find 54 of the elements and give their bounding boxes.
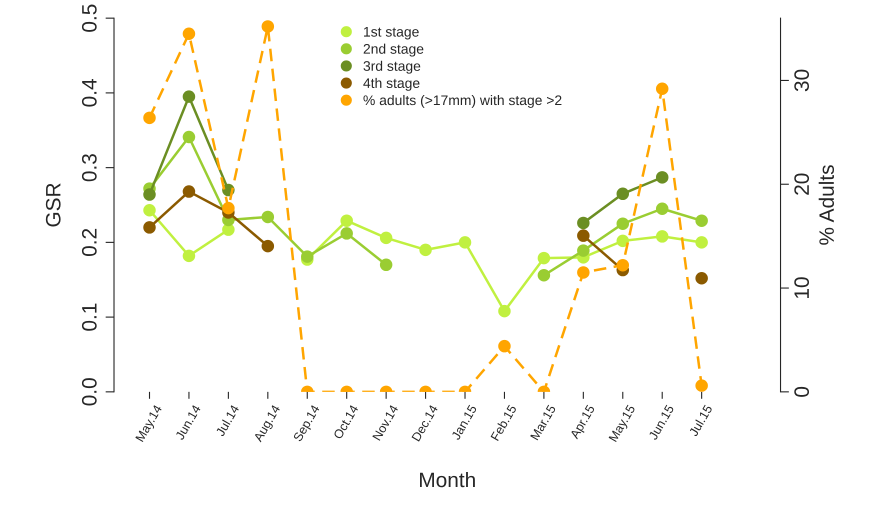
point [616, 217, 630, 230]
point [458, 236, 472, 249]
x-axis-title: Month [420, 472, 475, 488]
y-tick-label: 0.1 [82, 304, 97, 331]
point [656, 230, 668, 243]
point [222, 202, 235, 214]
point [656, 171, 668, 184]
y2-axis-title: % Adults [818, 165, 834, 245]
point [577, 244, 590, 257]
point [616, 188, 630, 200]
y-tick-label: 0.0 [82, 378, 97, 406]
y-tick-label: 0.2 [82, 228, 97, 256]
y-axis-title: GSR [46, 183, 61, 227]
y-tick-label: 0.3 [82, 154, 97, 182]
point [380, 232, 392, 244]
y2-tick-label: 0 [794, 386, 810, 397]
point [656, 82, 668, 95]
point [695, 214, 708, 227]
legend-label: 3rd stage [364, 60, 420, 74]
point [577, 216, 590, 230]
legend-label: 2nd stage [364, 44, 424, 57]
point [577, 229, 590, 242]
point [262, 210, 274, 224]
point [695, 236, 708, 249]
point [538, 252, 550, 264]
point [340, 214, 353, 227]
point [498, 304, 511, 318]
point [262, 240, 274, 252]
point [262, 20, 274, 33]
point [143, 188, 156, 201]
legend-label: 1st stage [364, 27, 419, 40]
legend-label: % adults (>17mm) with stage >2 [363, 94, 562, 108]
point [695, 272, 708, 284]
point [656, 202, 668, 215]
point [538, 269, 550, 282]
point [182, 130, 196, 144]
point [182, 185, 196, 198]
point [182, 90, 196, 103]
point [182, 27, 196, 40]
point [340, 227, 353, 240]
point [301, 250, 314, 263]
y2-tick-label: 20 [794, 173, 810, 195]
y2-tick-label: 30 [794, 70, 810, 92]
point [143, 221, 156, 234]
y-tick-label: 0.4 [82, 79, 97, 107]
point [380, 258, 392, 272]
legend-label: 4th stage [363, 78, 420, 91]
y2-tick-label: 10 [794, 277, 810, 298]
point [419, 244, 432, 256]
y-tick-label: 0.5 [82, 4, 97, 32]
point [143, 204, 156, 216]
point [616, 234, 630, 248]
point [182, 250, 196, 262]
point [143, 112, 156, 124]
